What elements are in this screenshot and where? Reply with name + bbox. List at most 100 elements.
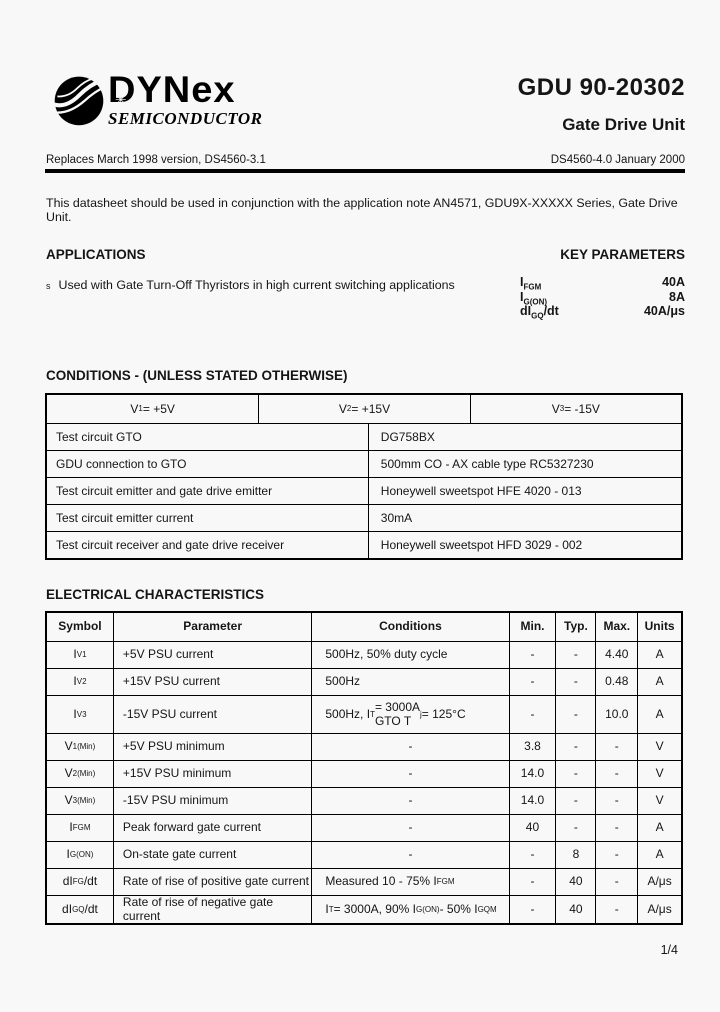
starburst-icon: ✳: [115, 91, 128, 108]
cell-max: -: [595, 869, 637, 895]
globe-icon: [53, 76, 105, 126]
cell-units: A: [637, 642, 681, 668]
intro-text: This datasheet should be used in conjunc…: [46, 196, 678, 224]
key-parameter-row: dIGQ/dt 40A/μs: [520, 304, 685, 320]
cell-symbol: I V2: [73, 674, 87, 689]
column-header: Max.: [595, 613, 637, 641]
cell-typ: 40: [555, 896, 595, 923]
cell-symbol: V 1(Min): [64, 739, 96, 754]
doc-reference: DS4560-4.0 January 2000: [550, 154, 685, 166]
table-row: I V2 +15V PSU current 500Hz - -0.48 A: [47, 668, 681, 695]
cell-symbol: V 3(Min): [64, 793, 96, 808]
cell-units: A: [637, 815, 681, 841]
cell-conditions: Measured 10 - 75% I FGM: [311, 869, 508, 895]
column-header: Min.: [508, 613, 556, 641]
cell-symbol: I FGM: [69, 820, 91, 835]
table-row: I V1 +5V PSU current 500Hz, 50% duty cycle -…: [47, 641, 681, 668]
cell-max: -: [595, 842, 637, 868]
page-title: GDU 90-20302: [517, 74, 685, 101]
cell-parameter: Peak forward gate current: [112, 815, 311, 841]
conditions-heading: CONDITIONS - (UNLESS STATED OTHERWISE): [46, 368, 348, 383]
condition-label: Test circuit GTO: [56, 430, 142, 444]
condition-value: Honeywell sweetspot HFE 4020 - 013: [367, 478, 681, 504]
cell-symbol: I V3: [73, 706, 87, 721]
doc-info-row: Replaces March 1998 version, DS4560-3.1 …: [46, 154, 685, 166]
key-parameter-value: 8A: [669, 289, 685, 304]
cell-min: -: [508, 696, 556, 733]
cell-units: V: [637, 734, 681, 760]
condition-row: Test circuit emitter current 30mA: [47, 504, 681, 531]
cell-typ: 8: [555, 842, 595, 868]
table-row: V 1(Min) +5V PSU minimum -3.8- - V: [47, 733, 681, 760]
cell-conditions: -: [311, 788, 508, 814]
cell-units: V: [637, 788, 681, 814]
key-parameter-row: IFGM 40A: [520, 275, 685, 292]
table-row: dI GQ/dt Rate of rise of negative gate cur…: [47, 895, 681, 923]
cell-max: 10.0: [595, 696, 637, 733]
cell-units: A/μs: [637, 869, 681, 895]
cell-min: -: [508, 896, 556, 923]
cell-parameter: +5V PSU minimum: [112, 734, 311, 760]
brand-text: DYNex ✳ SEMICONDUCTOR: [108, 71, 263, 129]
cell-units: A: [637, 669, 681, 695]
cell-parameter: On-state gate current: [112, 842, 311, 868]
column-header: Parameter: [112, 613, 311, 641]
page-number: 1/4: [660, 943, 678, 957]
condition-label: Test circuit emitter and gate drive emit…: [56, 484, 273, 498]
cell-units: A: [637, 696, 681, 733]
cell-max: 0.48: [595, 669, 637, 695]
cell-parameter: Rate of rise of positive gate current: [112, 869, 311, 895]
cell-conditions: -: [311, 734, 508, 760]
cell-typ: -: [555, 815, 595, 841]
cell-typ: -: [555, 642, 595, 668]
cell-units: V: [637, 761, 681, 787]
condition-row: Test circuit GTO DG758BX: [47, 423, 681, 450]
key-parameters-heading: KEY PARAMETERS: [560, 247, 685, 262]
key-parameter-symbol: IG(ON): [520, 289, 548, 306]
key-parameter-symbol: IFGM: [520, 275, 542, 292]
header-rule: [45, 169, 685, 173]
cell-typ: -: [555, 696, 595, 733]
cell-parameter: +15V PSU current: [112, 669, 311, 695]
cell-parameter: -15V PSU minimum: [112, 788, 311, 814]
cell-max: -: [595, 761, 637, 787]
section-heading-row: APPLICATIONS KEY PARAMETERS: [46, 247, 685, 262]
cell-conditions: -: [311, 815, 508, 841]
cell-min: -: [508, 642, 556, 668]
table-row: V 2(Min) +15V PSU minimum -14.0- - V: [47, 760, 681, 787]
cell-typ: -: [555, 788, 595, 814]
cell-max: -: [595, 788, 637, 814]
column-header: Typ.: [555, 613, 595, 641]
cell-conditions: -: [311, 842, 508, 868]
applications-bullet-text: Used with Gate Turn-Off Thyristors in hi…: [58, 278, 455, 292]
cell-units: A: [637, 842, 681, 868]
cell-min: -: [508, 669, 556, 695]
cell-parameter: +5V PSU current: [112, 642, 311, 668]
key-parameter-value: 40A: [662, 275, 685, 289]
column-header: Units: [637, 613, 681, 641]
replaces-note: Replaces March 1998 version, DS4560-3.1: [46, 154, 266, 166]
column-header: Conditions: [311, 613, 508, 641]
brand-division: SEMICONDUCTOR: [108, 109, 263, 128]
cell-min: 14.0: [508, 761, 556, 787]
applications-bullet: s Used with Gate Turn-Off Thyristors in h…: [46, 277, 461, 295]
table-row: V 3(Min) -15V PSU minimum -14.0- - V: [47, 787, 681, 814]
cell-max: -: [595, 896, 637, 923]
condition-row: Test circuit receiver and gate drive rec…: [47, 531, 681, 558]
condition-value: DG758BX: [367, 424, 681, 450]
key-parameter-row: IG(ON) 8A: [520, 289, 685, 306]
cell-conditions: -: [311, 761, 508, 787]
condition-value: Honeywell sweetspot HFD 3029 - 002: [367, 532, 681, 558]
cell-conditions: 500Hz: [311, 669, 508, 695]
product-subtitle: Gate Drive Unit: [562, 115, 685, 134]
bullet-marker: s: [46, 281, 51, 291]
cell-max: -: [595, 815, 637, 841]
brand-name: DYNex ✳: [108, 71, 263, 108]
cell-typ: -: [555, 761, 595, 787]
